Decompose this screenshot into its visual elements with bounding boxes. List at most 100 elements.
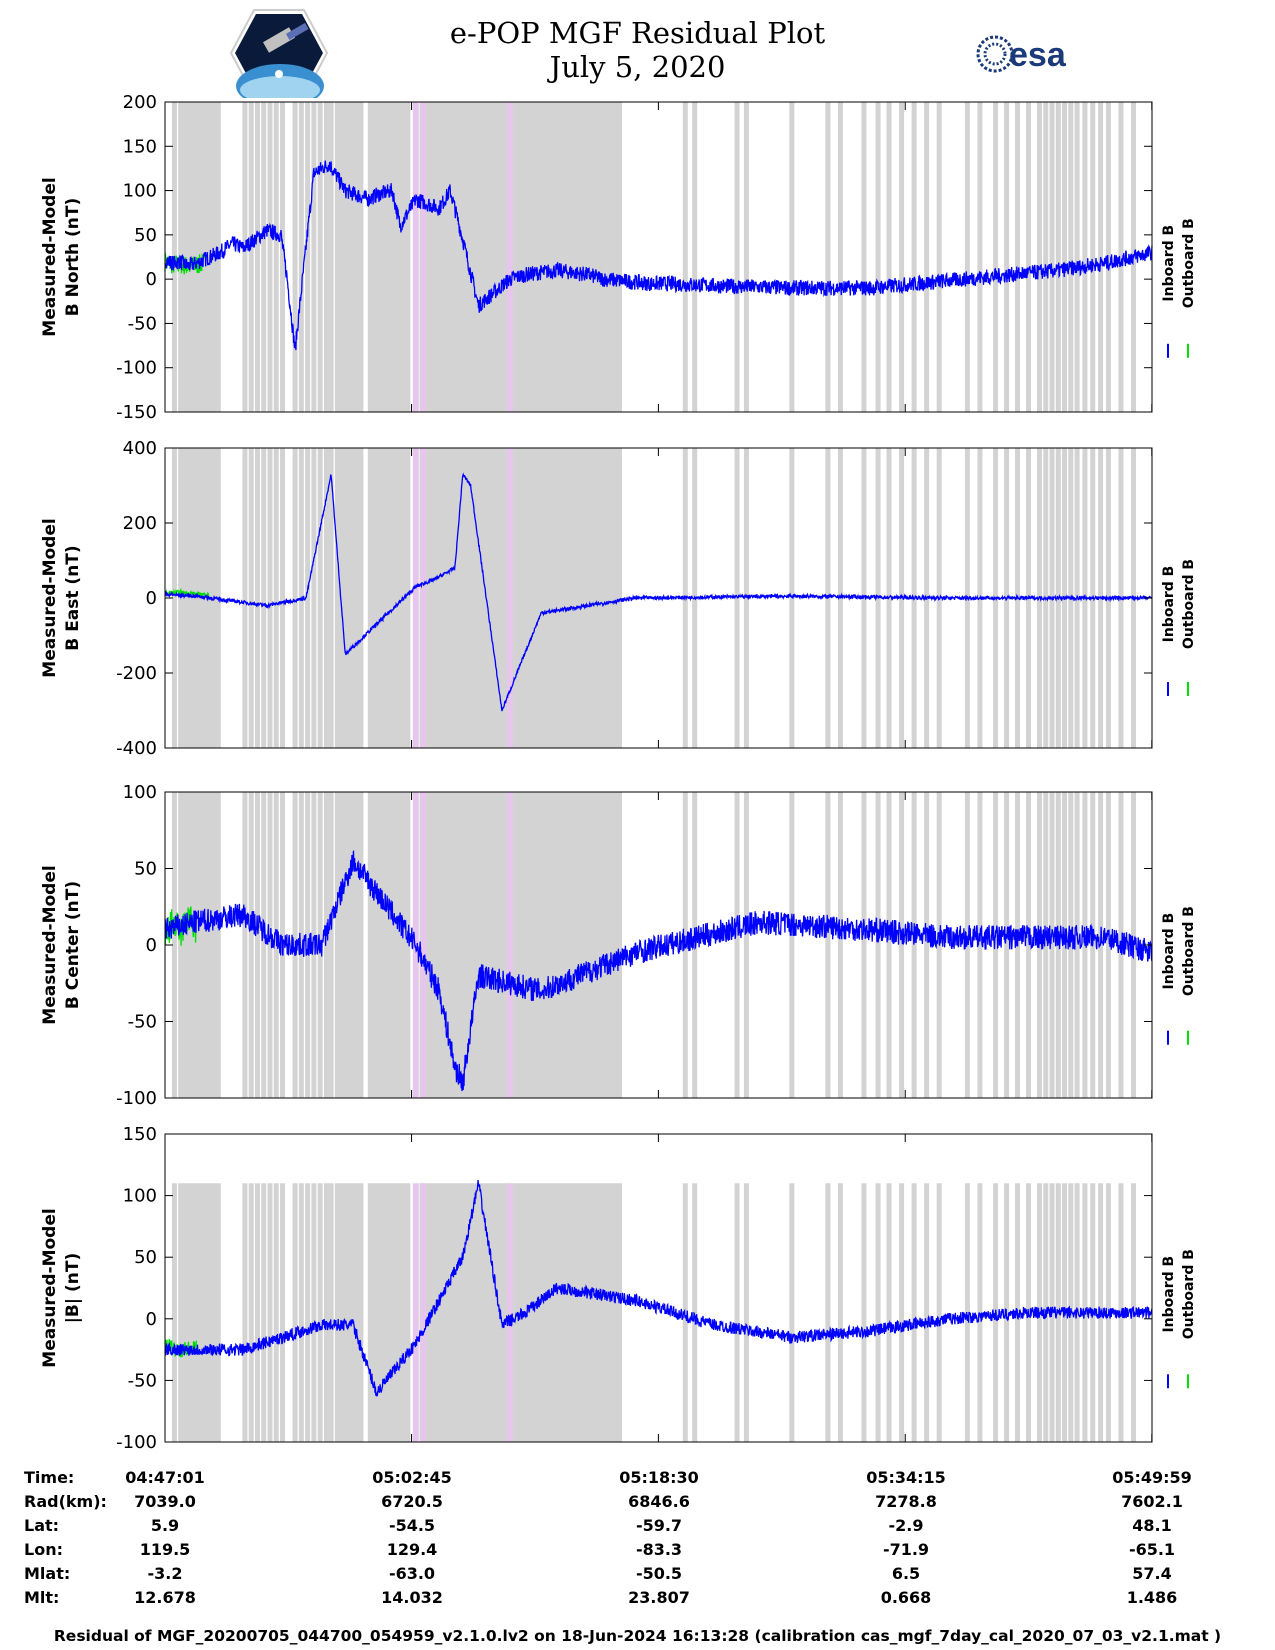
y-axis-label-line-1: Measured-Model	[40, 865, 60, 1024]
title-line-2: July 5, 2020	[549, 50, 726, 84]
grey-band	[584, 102, 590, 412]
grey-band	[273, 448, 279, 748]
footer-row-mlt: Mlt: 12.678 14.032 23.807 0.668 1.486	[0, 1586, 1275, 1610]
grey-band	[607, 1183, 613, 1442]
plot-panel-3: 100 50 0 -50 -100 Measured-Model B Center (nT)…	[40, 782, 1197, 1109]
grey-band	[565, 1183, 571, 1442]
grey-band	[588, 102, 594, 412]
grey-band	[1090, 102, 1096, 412]
legend-label-outboard: Outboard B	[1181, 906, 1197, 996]
grey-band	[494, 1183, 500, 1442]
grey-band	[537, 1183, 543, 1442]
grey-band	[443, 792, 449, 1098]
file-caption: Residual of MGF_20200705_044700_054959_v…	[53, 1627, 1222, 1645]
grey-band	[433, 792, 439, 1098]
grey-band	[367, 1183, 373, 1442]
y-tick-label: 150	[123, 136, 157, 157]
grey-band	[504, 102, 510, 412]
grey-band	[692, 1183, 698, 1442]
grey-band	[593, 102, 599, 412]
grey-band	[485, 448, 491, 748]
grey-band	[574, 102, 580, 412]
grey-band	[248, 792, 254, 1098]
grey-band	[480, 102, 486, 412]
grey-band	[348, 102, 354, 412]
grey-band	[1105, 102, 1111, 412]
grey-band	[1074, 792, 1080, 1098]
y-tick-label: 100	[123, 782, 157, 803]
grey-band	[565, 792, 571, 1098]
rad-value: 7278.8	[875, 1492, 937, 1511]
footer-label-time: Time:	[24, 1468, 75, 1487]
grey-band	[305, 102, 311, 412]
grey-band	[743, 102, 749, 412]
grey-band	[565, 448, 571, 748]
grey-band	[311, 1183, 317, 1442]
mlt-value: 23.807	[628, 1588, 690, 1607]
y-tick-label: -100	[116, 1432, 157, 1453]
rad-value: 6846.6	[628, 1492, 690, 1511]
lat-value: -59.7	[635, 1516, 683, 1535]
grey-band	[1055, 102, 1061, 412]
grey-band	[480, 448, 486, 748]
y-tick-label: 200	[123, 92, 157, 113]
grey-band	[607, 102, 613, 412]
grey-band	[254, 448, 260, 748]
grey-band	[344, 1183, 350, 1442]
legend-label-outboard: Outboard B	[1181, 1249, 1197, 1339]
grey-band	[527, 1183, 533, 1442]
grey-band	[598, 448, 604, 748]
pink-band	[506, 448, 513, 748]
footer-row-lon: Lon: 119.5 129.4 -83.3 -71.9 -65.1	[0, 1538, 1275, 1562]
grey-band	[616, 102, 622, 412]
grey-band	[875, 1183, 881, 1442]
mlt-value: 14.032	[381, 1588, 443, 1607]
grey-band	[612, 448, 618, 748]
grey-band	[171, 1183, 177, 1442]
grey-band	[899, 1183, 905, 1442]
grey-band	[1049, 102, 1055, 412]
grey-band	[386, 1183, 392, 1442]
grey-band	[560, 102, 566, 412]
grey-band	[616, 792, 622, 1098]
grey-band	[353, 102, 359, 412]
grey-band	[588, 1183, 594, 1442]
grey-band	[504, 448, 510, 748]
grey-band	[377, 1183, 383, 1442]
grey-band	[206, 102, 212, 412]
grey-band	[424, 1183, 430, 1442]
grey-band	[471, 1183, 477, 1442]
y-tick-label: 0	[146, 588, 157, 609]
grey-band	[546, 1183, 552, 1442]
legend-label-inboard: Inboard B	[1161, 1256, 1177, 1333]
grey-band	[1043, 792, 1049, 1098]
grey-band	[298, 792, 304, 1098]
grey-band	[513, 102, 519, 412]
grey-band	[1036, 102, 1042, 412]
grey-band	[424, 792, 430, 1098]
grey-band	[400, 1183, 406, 1442]
grey-band	[1105, 792, 1111, 1098]
grey-band	[612, 792, 618, 1098]
grey-band	[254, 102, 260, 412]
grey-band	[499, 792, 505, 1098]
grey-band	[452, 1183, 458, 1442]
y-tick-label: 50	[134, 859, 157, 880]
grey-band	[428, 102, 434, 412]
grey-band	[452, 102, 458, 412]
grey-band	[541, 102, 547, 412]
grey-band	[560, 792, 566, 1098]
y-axis-label-line-1: Measured-Model	[40, 177, 60, 336]
grey-band	[602, 792, 608, 1098]
legend-label-outboard: Outboard B	[1181, 218, 1197, 308]
grey-band	[452, 448, 458, 748]
footer-label-mlat: Mlat:	[24, 1564, 71, 1583]
grey-band	[692, 102, 698, 412]
grey-band	[298, 1183, 304, 1442]
grey-band	[490, 102, 496, 412]
grey-band	[541, 1183, 547, 1442]
grey-band	[504, 792, 510, 1098]
rad-value: 7039.0	[134, 1492, 196, 1511]
y-tick-label: 200	[123, 513, 157, 534]
grey-band	[386, 792, 392, 1098]
